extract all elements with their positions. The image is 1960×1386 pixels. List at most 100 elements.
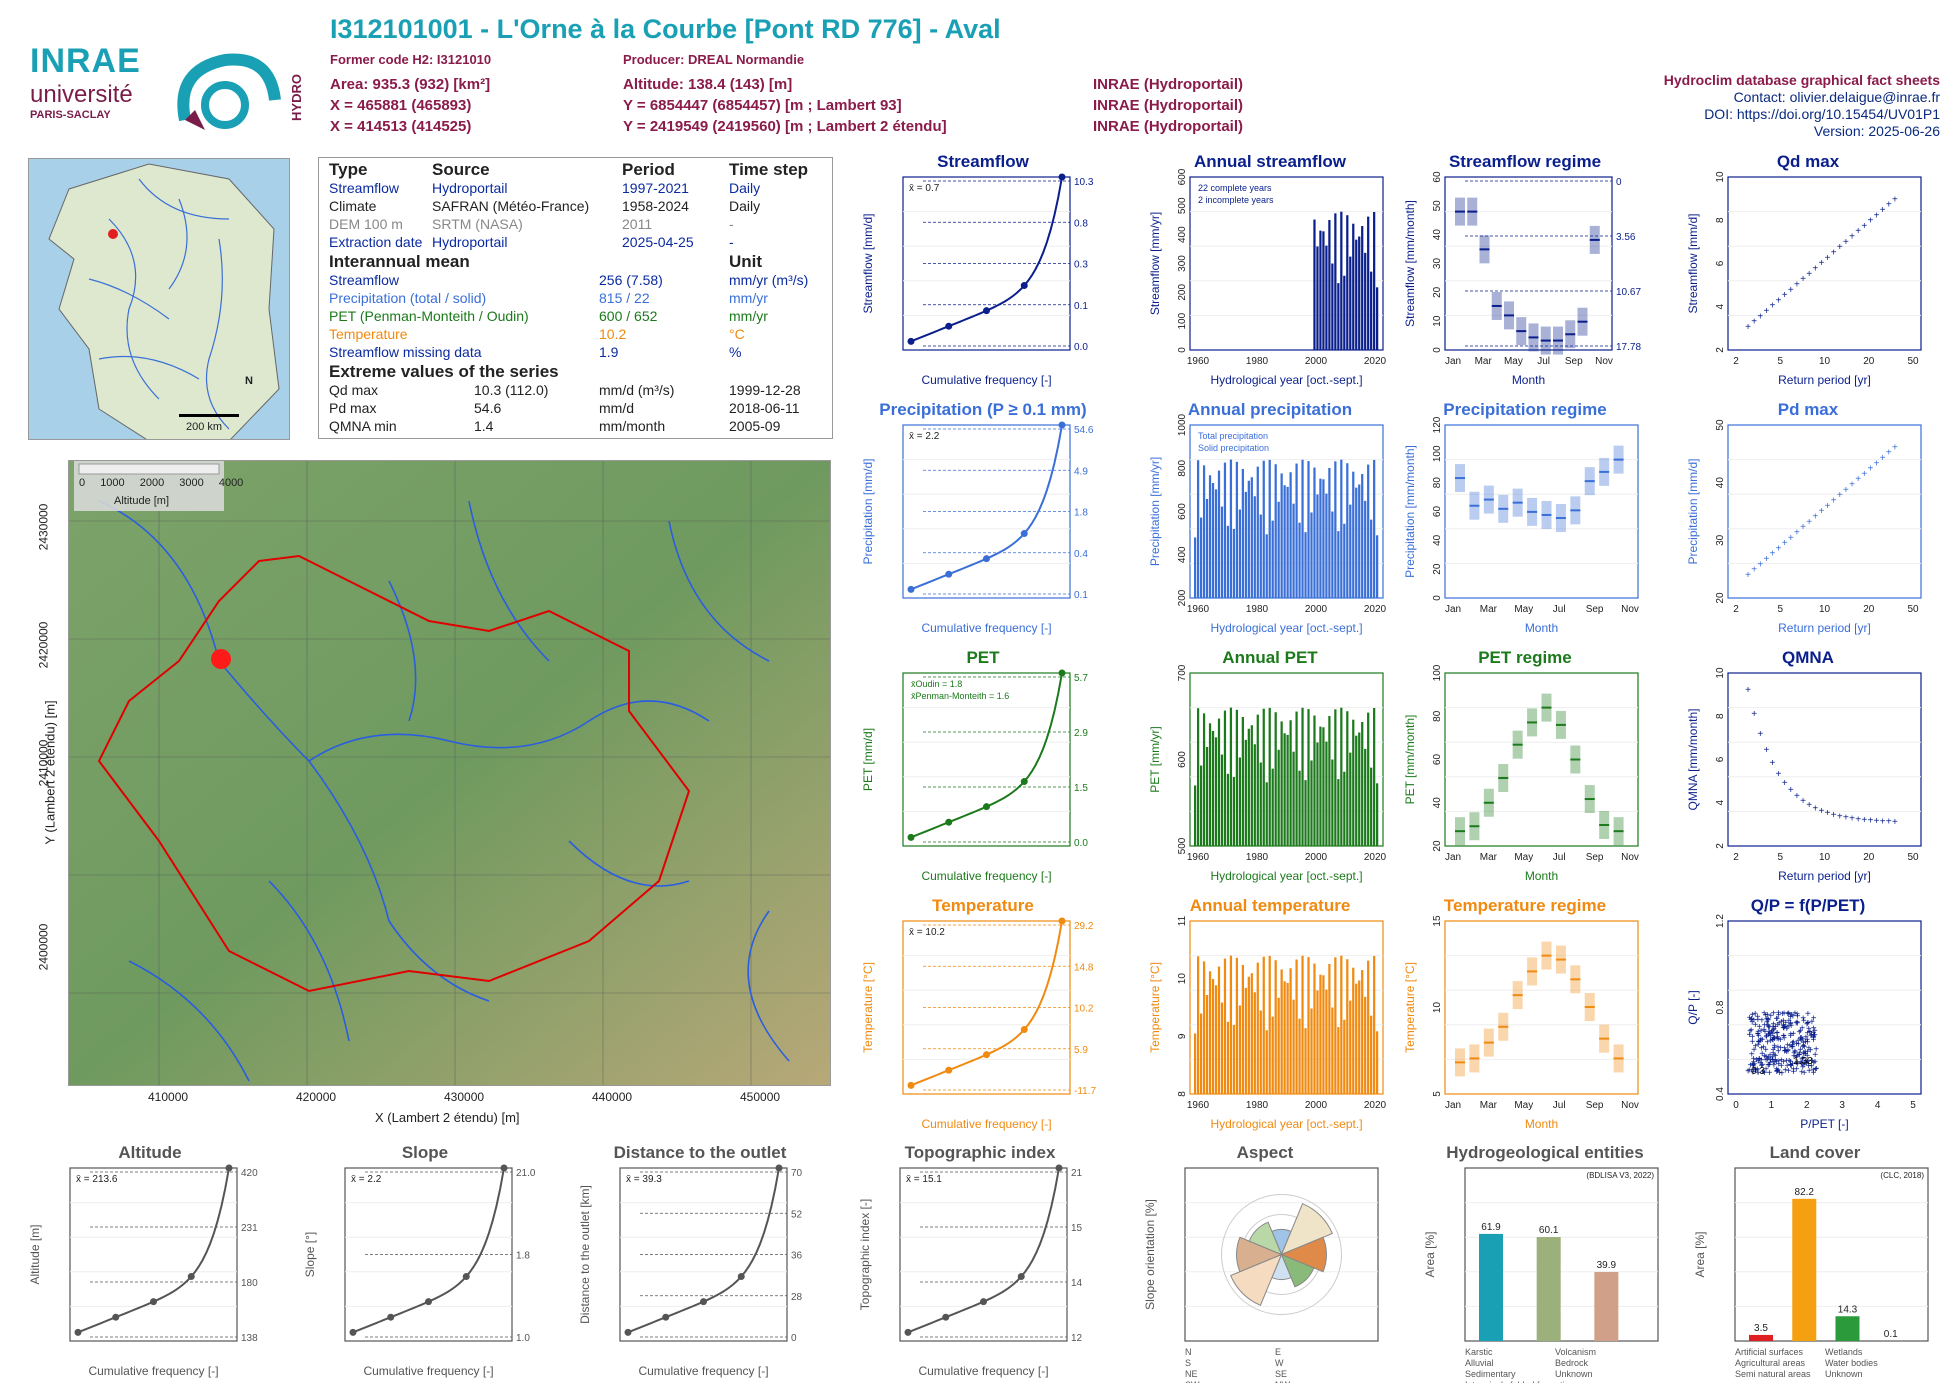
year-bar	[1194, 537, 1196, 598]
year-bar	[1352, 472, 1354, 598]
point: +	[1770, 549, 1776, 560]
y-axis-label: Area [%]	[1693, 1231, 1707, 1277]
quantile-point	[945, 1067, 952, 1074]
year-bar	[1316, 246, 1318, 350]
y-tick: 0	[1177, 347, 1188, 353]
year-bar	[1236, 958, 1238, 1094]
legend-entry: Alluvial	[1465, 1358, 1494, 1368]
y-axis-label: Streamflow [mm/d]	[861, 213, 875, 313]
right-tick: 17.78	[1616, 342, 1641, 353]
x-axis-label: Cumulative frequency [-]	[918, 1364, 1048, 1378]
point: +	[1886, 200, 1892, 211]
year-bar	[1209, 475, 1211, 598]
year-bar	[1236, 710, 1238, 846]
right-tick: 29.2	[1074, 921, 1094, 932]
y-tick: 30	[1715, 534, 1726, 546]
mean-label: x̄ = 2.2	[909, 431, 940, 442]
extreme-date: 1999-12-28	[729, 382, 801, 398]
year-bar	[1355, 736, 1357, 846]
year-bar	[1370, 768, 1372, 846]
year-bar	[1284, 733, 1286, 846]
year-bar	[1242, 469, 1244, 598]
year-bar	[1239, 757, 1241, 846]
point: +	[1770, 1009, 1776, 1020]
year-bar	[1316, 990, 1318, 1094]
year-bar	[1361, 474, 1363, 598]
year-bar	[1313, 220, 1315, 350]
mean-label: Precipitation (total / solid)	[329, 290, 486, 306]
year-bar	[1257, 963, 1259, 1094]
inrae-logo-text: INRAE	[30, 42, 150, 81]
info-timestep: -	[729, 216, 734, 232]
year-bar	[1209, 723, 1211, 846]
x-tick: 2	[1804, 1100, 1810, 1111]
year-bar	[1337, 283, 1339, 350]
year-bar	[1236, 462, 1238, 598]
year-bar	[1307, 957, 1309, 1094]
map-ytick-3: 2400000	[36, 924, 50, 971]
point: +	[1745, 685, 1751, 696]
quantile-point	[625, 1329, 632, 1336]
source-2: INRAE (Hydroportail)	[1093, 97, 1243, 114]
point: +	[1782, 538, 1788, 549]
legend-entry: NW	[1275, 1380, 1290, 1383]
doi-link[interactable]: DOI: https://doi.org/10.15454/UV01P1	[1704, 106, 1940, 122]
chart-temperature_regime: Temperature regime Month Temperature [°C] J…	[1400, 896, 1650, 1136]
year-bar	[1295, 960, 1297, 1094]
extreme-label: Pd max	[329, 400, 376, 416]
year-bar	[1373, 708, 1375, 846]
year-bar	[1328, 220, 1330, 350]
year-bar	[1227, 526, 1229, 598]
right-tick: 2.9	[1074, 728, 1088, 739]
point: +	[1880, 453, 1886, 464]
mean-label: Temperature	[329, 326, 408, 342]
x-axis-label: Cumulative frequency [-]	[921, 1117, 1051, 1131]
point: +	[1809, 1030, 1815, 1041]
y-tick: 100	[1432, 445, 1443, 462]
year-bar	[1352, 224, 1354, 350]
right-tick: 5.9	[1074, 1045, 1088, 1056]
year-bar	[1349, 257, 1351, 350]
y-axis-label: Streamflow [mm/d]	[1686, 213, 1700, 313]
year-bar	[1269, 708, 1271, 846]
year-bar	[1334, 213, 1336, 350]
year-bar	[1224, 959, 1226, 1094]
year-bar	[1367, 713, 1369, 846]
year-bar	[1298, 1019, 1300, 1094]
right-tick: 70	[791, 1168, 803, 1179]
info-period: 2025-04-25	[622, 234, 694, 250]
qp-label: 1.33	[1793, 1056, 1813, 1067]
contact[interactable]: Contact: olivier.delaigue@inrae.fr	[1734, 89, 1940, 105]
bar-value: 61.9	[1481, 1222, 1501, 1233]
year-bar	[1260, 515, 1262, 598]
former-code: Former code H2: I3121010	[330, 52, 491, 67]
legend-entry: x̄Oudin = 1.8	[911, 679, 962, 689]
year-bar	[1355, 984, 1357, 1094]
quantile-point	[1021, 282, 1028, 289]
point: +	[1752, 1009, 1758, 1020]
year-bar	[1292, 504, 1294, 598]
x-tick: Mar	[1480, 852, 1498, 863]
year-bar	[1272, 769, 1274, 846]
year-bar	[1215, 489, 1217, 598]
point: +	[1813, 1064, 1819, 1075]
entity-bar	[1479, 1234, 1503, 1341]
legend-entry: SW	[1185, 1380, 1200, 1383]
quantile-point	[662, 1314, 669, 1321]
x-tick: 2	[1733, 604, 1739, 615]
right-tick: 0.4	[1074, 549, 1088, 560]
right-tick: 3.56	[1616, 232, 1636, 243]
year-bar	[1248, 977, 1250, 1094]
x-tick: 1980	[1246, 604, 1269, 615]
altitude-legend-title: Altitude [m]	[114, 495, 169, 507]
year-bar	[1295, 464, 1297, 598]
year-bar	[1221, 507, 1223, 598]
year-bar	[1334, 709, 1336, 846]
mean-label: Streamflow	[329, 272, 399, 288]
year-bar	[1358, 981, 1360, 1094]
map-xtick-1: 420000	[296, 1090, 336, 1104]
year-bar	[1325, 990, 1327, 1094]
x-tick: Jan	[1445, 1100, 1461, 1111]
year-bar	[1319, 727, 1321, 846]
bar-value: 14.3	[1838, 1304, 1858, 1315]
